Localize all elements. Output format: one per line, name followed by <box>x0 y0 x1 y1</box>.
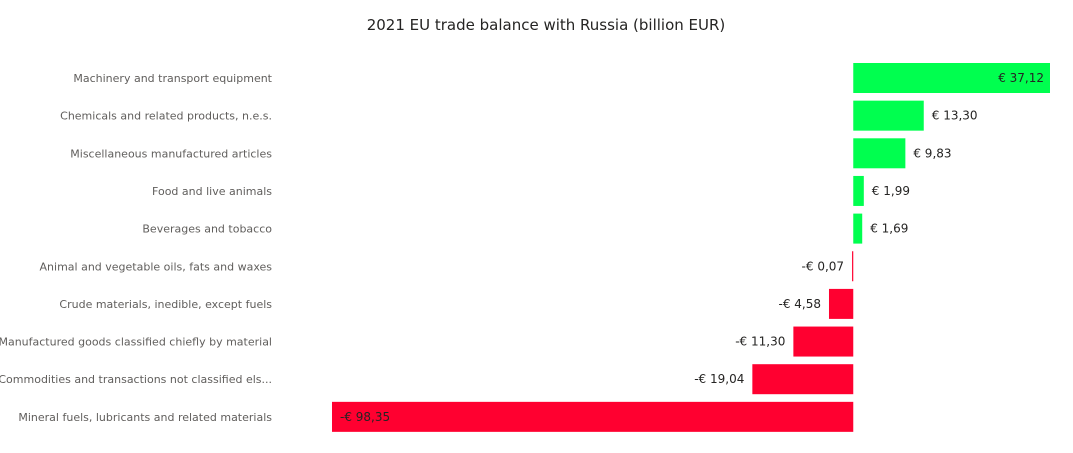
category-label: Beverages and tobacco <box>142 223 272 236</box>
bar[interactable] <box>332 401 854 432</box>
bar[interactable] <box>853 138 906 169</box>
bar[interactable] <box>793 326 854 357</box>
data-label: € 1,69 <box>870 222 908 236</box>
data-label: -€ 19,04 <box>694 372 744 386</box>
data-label: -€ 98,35 <box>340 410 390 424</box>
category-label: Machinery and transport equipment <box>73 72 272 85</box>
data-label: -€ 4,58 <box>778 297 821 311</box>
bar[interactable] <box>752 364 854 395</box>
category-label: Mineral fuels, lubricants and related ma… <box>18 411 272 424</box>
bar[interactable] <box>852 251 854 282</box>
category-label: Chemicals and related products, n.e.s. <box>60 110 272 123</box>
bar[interactable] <box>853 213 863 244</box>
category-label: Manufactured goods classified chiefly by… <box>0 336 272 349</box>
data-label: € 9,83 <box>913 146 951 160</box>
category-label: Food and live animals <box>152 185 272 198</box>
bar[interactable] <box>828 288 854 319</box>
category-label: Miscellaneous manufactured articles <box>70 147 272 160</box>
category-label: Crude materials, inedible, except fuels <box>59 298 272 311</box>
data-label: -€ 0,07 <box>802 259 845 273</box>
bar[interactable] <box>853 175 864 206</box>
category-label: Commodities and transactions not classif… <box>0 373 272 386</box>
data-label: € 1,99 <box>872 184 910 198</box>
data-label: € 37,12 <box>998 71 1044 85</box>
bar[interactable] <box>853 63 1050 93</box>
bar[interactable] <box>853 100 924 131</box>
data-label: € 13,30 <box>932 109 978 123</box>
data-label: -€ 11,30 <box>735 335 785 349</box>
chart-title: 2021 EU trade balance with Russia (billi… <box>366 16 726 34</box>
category-label: Animal and vegetable oils, fats and waxe… <box>40 260 273 273</box>
